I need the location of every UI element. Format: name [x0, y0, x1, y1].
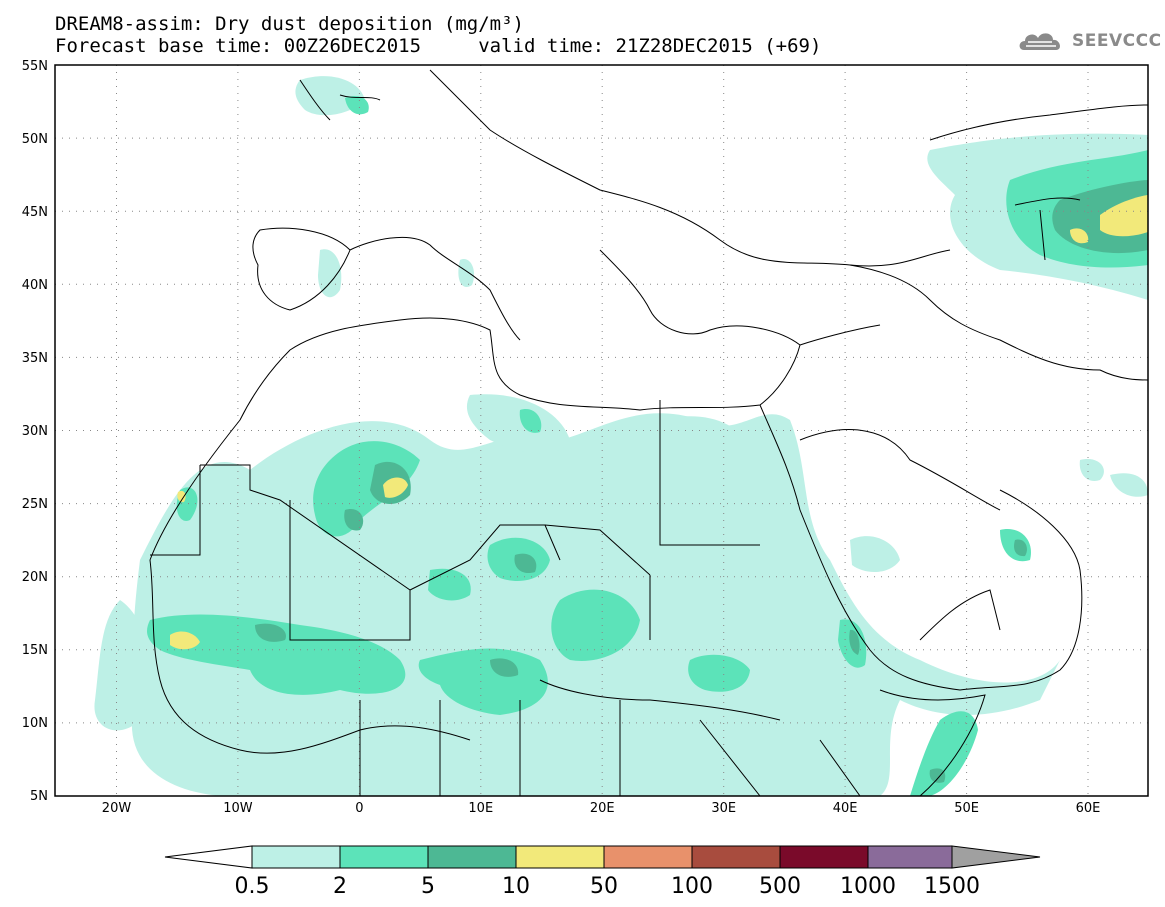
- lon-label: 0: [355, 801, 363, 816]
- lon-label: 30E: [711, 801, 736, 816]
- colorbar-bin: [340, 846, 428, 868]
- latitude-labels: 55N 50N 45N 40N 35N 30N 25N 20N 15N 10N …: [22, 59, 48, 804]
- lon-label: 10E: [468, 801, 493, 816]
- contour-10-50: [170, 195, 1148, 650]
- lon-label: 40E: [833, 801, 858, 816]
- colorbar-bin: [428, 846, 516, 868]
- lon-label: 20W: [102, 801, 132, 816]
- colorbar-bin: [868, 846, 952, 868]
- colorbar-bin: [252, 846, 340, 868]
- plot-frame: [54, 64, 1149, 797]
- cloud-icon: [1019, 33, 1060, 50]
- logo-text: SEEVCCC: [1072, 31, 1162, 51]
- lat-label: 5N: [30, 789, 48, 804]
- longitude-labels: 20W 10W 0 10E 20E 30E 40E 50E 60E: [102, 801, 1101, 816]
- lat-label: 50N: [22, 132, 48, 147]
- dust-deposition-field: [94, 76, 1148, 796]
- lat-label: 25N: [22, 497, 48, 512]
- graticule: [55, 65, 1148, 796]
- contour-0.5-2: [94, 76, 1148, 796]
- colorbar: 0.5 2 5 10 50 100 500 1000 1500: [164, 845, 1041, 899]
- lon-label: 60E: [1076, 801, 1101, 816]
- colorbar-bin: [516, 846, 604, 868]
- seevccc-logo: SEEVCCC: [1016, 26, 1162, 56]
- colorbar-over-triangle: [951, 845, 1041, 869]
- colorbar-label: 500: [759, 874, 801, 899]
- lon-label: 20E: [590, 801, 615, 816]
- colorbar-bin: [604, 846, 692, 868]
- lat-label: 40N: [22, 278, 48, 293]
- map-title: DREAM8-assim: Dry dust deposition (mg/m³…: [55, 13, 524, 35]
- colorbar-label: 50: [590, 874, 618, 899]
- lat-label: 10N: [22, 716, 48, 731]
- lon-label: 50E: [954, 801, 979, 816]
- lat-label: 55N: [22, 59, 48, 74]
- colorbar-label: 0.5: [235, 874, 270, 899]
- colorbar-label: 100: [671, 874, 713, 899]
- colorbar-label: 5: [421, 874, 435, 899]
- colorbar-label: 1000: [840, 874, 896, 899]
- colorbar-bin: [780, 846, 868, 868]
- colorbar-label: 10: [502, 874, 530, 899]
- coastlines-borders: [149, 69, 1148, 796]
- lat-label: 45N: [22, 205, 48, 220]
- lat-label: 15N: [22, 643, 48, 658]
- lat-label: 35N: [22, 351, 48, 366]
- colorbar-bin: [692, 846, 780, 868]
- colorbar-label: 2: [333, 874, 347, 899]
- colorbar-under-triangle: [164, 845, 253, 869]
- lat-label: 30N: [22, 424, 48, 439]
- colorbar-label: 1500: [924, 874, 980, 899]
- lon-label: 10W: [223, 801, 253, 816]
- lat-label: 20N: [22, 570, 48, 585]
- map-subtitle: Forecast base time: 00Z26DEC2015 valid t…: [55, 35, 822, 57]
